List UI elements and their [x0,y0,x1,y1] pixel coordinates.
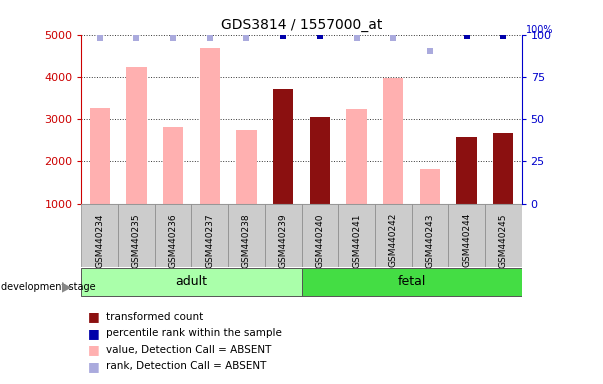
Text: adult: adult [175,275,207,288]
Text: rank, Detection Call = ABSENT: rank, Detection Call = ABSENT [106,361,266,371]
Bar [448,204,485,267]
Bar [347,109,367,204]
Bar [302,268,522,296]
Text: value, Detection Call = ABSENT: value, Detection Call = ABSENT [106,345,271,355]
Bar [411,204,448,267]
Text: development stage: development stage [1,282,96,292]
Text: GSM440235: GSM440235 [132,213,141,268]
Text: fetal: fetal [397,275,426,288]
Text: GSM440241: GSM440241 [352,213,361,268]
Bar [236,131,256,204]
Bar [273,89,293,204]
Text: ▶: ▶ [62,280,71,293]
Bar [192,204,228,267]
Text: ■: ■ [87,360,99,373]
Bar [163,127,183,204]
Text: transformed count: transformed count [106,312,203,322]
Text: GSM440243: GSM440243 [425,213,434,268]
Text: GSM440244: GSM440244 [462,213,471,267]
Bar [493,133,513,204]
Text: ■: ■ [87,343,99,356]
Bar [90,109,110,204]
Text: GSM440239: GSM440239 [279,213,288,268]
Bar [338,204,375,267]
Bar [302,204,338,267]
Text: ■: ■ [87,310,99,323]
Text: GSM440234: GSM440234 [95,213,104,268]
Text: GSM440238: GSM440238 [242,213,251,268]
Bar [200,48,220,204]
Bar [155,204,192,267]
Bar [375,204,411,267]
Bar [81,204,118,267]
Bar [420,169,440,204]
Bar [456,137,476,204]
Text: ■: ■ [87,327,99,340]
Bar [228,204,265,267]
Text: GSM440236: GSM440236 [169,213,178,268]
Text: GSM440245: GSM440245 [499,213,508,268]
Bar [127,67,147,204]
Bar [265,204,302,267]
Text: GSM440240: GSM440240 [315,213,324,268]
Bar [383,78,403,204]
Text: 100%: 100% [526,25,554,35]
Bar [310,116,330,204]
Text: GSM440242: GSM440242 [389,213,398,267]
Text: percentile rank within the sample: percentile rank within the sample [106,328,282,338]
Text: GSM440237: GSM440237 [205,213,214,268]
Bar [118,204,155,267]
Title: GDS3814 / 1557000_at: GDS3814 / 1557000_at [221,18,382,32]
Bar [485,204,522,267]
Bar [81,268,302,296]
